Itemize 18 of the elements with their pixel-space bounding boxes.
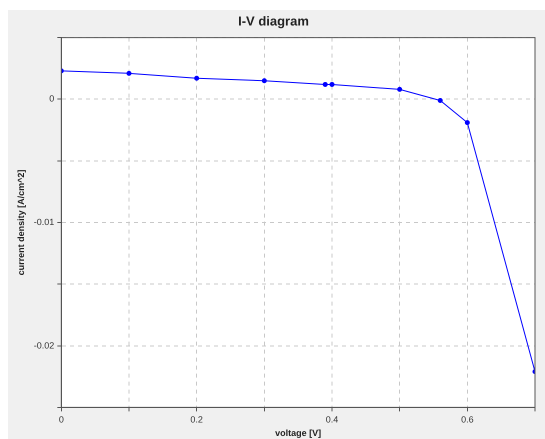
point <box>397 86 402 92</box>
x-axis-title: voltage [V] <box>275 428 322 438</box>
chart-title: I-V diagram <box>238 13 309 28</box>
point <box>126 70 132 76</box>
x-tick-label: 0.4 <box>326 414 338 424</box>
y-tick-label: -0.02 <box>34 340 54 350</box>
y-axis-title: current density [A/cm^2] <box>16 170 26 276</box>
x-tick-label: 0 <box>58 414 64 424</box>
point <box>438 98 443 103</box>
point <box>194 76 200 81</box>
point <box>329 82 334 87</box>
point <box>262 78 267 84</box>
x-tick-label: 0.2 <box>190 414 203 424</box>
point <box>464 120 470 126</box>
y-tick-label: -0.01 <box>34 216 54 227</box>
x-tick-label: 0.6 <box>461 414 474 424</box>
point <box>322 82 328 87</box>
y-tick-label: 0 <box>49 94 54 104</box>
